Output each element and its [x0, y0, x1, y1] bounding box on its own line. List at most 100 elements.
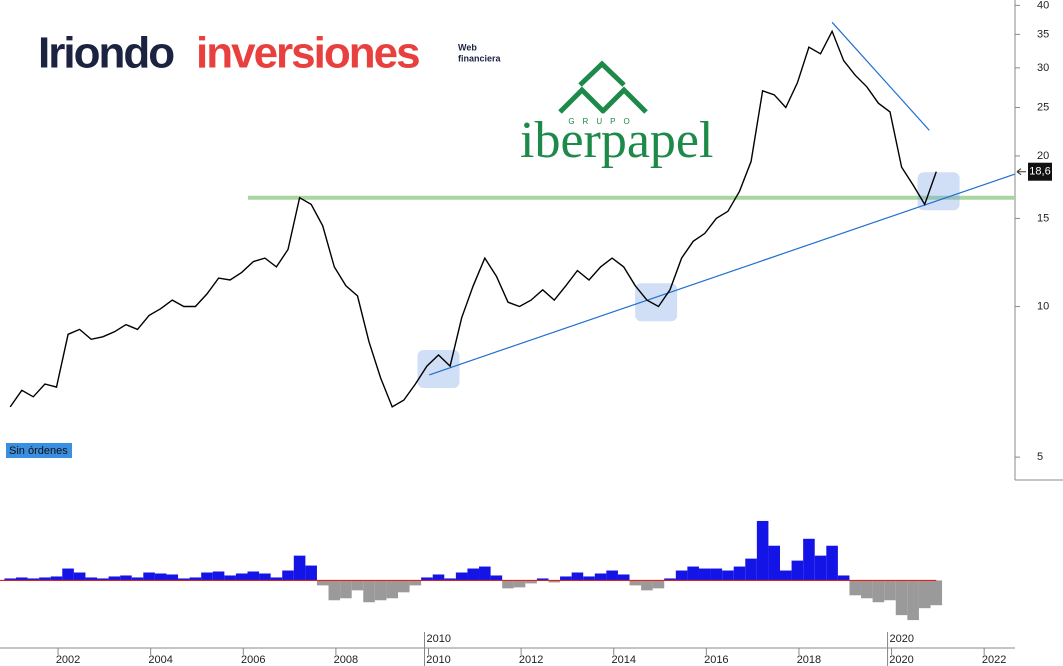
oscillator-bar	[235, 573, 248, 581]
oscillator-bar	[687, 566, 699, 581]
oscillator-bar	[120, 575, 132, 581]
oscillator-bar	[745, 558, 757, 581]
oscillator-bar	[386, 580, 398, 599]
oscillator-bar	[849, 580, 862, 596]
oscillator-bar	[722, 570, 734, 581]
oscillator-bar	[548, 580, 561, 583]
trendline	[831, 21, 930, 131]
oscillator-bar	[617, 574, 630, 581]
oscillator-bar	[212, 571, 225, 581]
status-label: Sin órdenes	[9, 445, 68, 457]
oscillator-bar	[571, 572, 584, 581]
tag-2: financiera	[458, 53, 502, 63]
status-box	[6, 443, 72, 458]
x-tick-label: 2014	[611, 654, 635, 666]
highlight-box	[417, 350, 460, 389]
oscillator-bar	[270, 577, 283, 581]
y-tick-label: 10	[1037, 300, 1049, 312]
y-tick-label: 35	[1037, 28, 1049, 40]
oscillator-bar	[664, 578, 676, 581]
y-tick-label: 30	[1037, 62, 1049, 74]
oscillator-bar	[698, 568, 711, 581]
oscillator-bar	[467, 568, 480, 581]
oscillator-bar	[525, 580, 537, 584]
y-tick-label: 15	[1037, 212, 1049, 224]
oscillator-bar	[131, 577, 144, 581]
oscillator-bar	[97, 578, 109, 581]
oscillator-bar	[768, 545, 781, 581]
oscillator-bar	[247, 571, 260, 581]
x-marker-label: 2020	[890, 633, 914, 645]
oscillator-bar	[15, 577, 28, 581]
oscillator-bar	[907, 580, 919, 621]
oscillator-bar	[328, 580, 341, 601]
highlight-box	[917, 172, 960, 211]
oscillator-bar	[502, 580, 514, 589]
oscillator-bar	[513, 580, 526, 588]
oscillator-bar	[409, 580, 422, 586]
oscillator-bar	[39, 577, 51, 581]
oscillator-bar	[479, 566, 491, 581]
oscillator-bar	[374, 580, 387, 601]
oscillator-bar	[73, 572, 86, 581]
oscillator-bar	[872, 580, 885, 603]
oscillator-bar	[791, 560, 804, 581]
oscillator-bar	[259, 573, 271, 581]
last-price-box	[1028, 162, 1052, 181]
oscillator-bar	[282, 570, 294, 581]
x-tick-label: 2012	[519, 654, 543, 666]
oscillator-bar	[652, 580, 665, 589]
oscillator-bar	[756, 520, 769, 581]
last-price-label: 18,6	[1029, 166, 1050, 178]
oscillator-bar	[201, 572, 213, 581]
brand-b: inversiones	[196, 29, 419, 78]
oscillator-bar	[884, 580, 896, 601]
tag-1: Web	[458, 42, 477, 52]
oscillator-bar	[606, 570, 618, 581]
oscillator-bar	[814, 555, 827, 581]
y-tick-label: 20	[1037, 150, 1049, 162]
oscillator-bar	[85, 577, 98, 581]
x-tick-label: 2010	[426, 654, 450, 666]
x-tick-label: 2006	[241, 654, 265, 666]
price-line	[9, 29, 937, 408]
oscillator-bar	[189, 577, 202, 581]
x-marker-label: 2010	[427, 633, 451, 645]
oscillator-bar	[455, 572, 468, 581]
oscillator-bar	[861, 580, 873, 599]
oscillator-bar	[305, 565, 317, 581]
oscillator-bar	[224, 575, 236, 581]
oscillator-bar	[316, 580, 329, 586]
x-tick-label: 2008	[334, 654, 358, 666]
brand-a: Iriondo	[38, 29, 174, 78]
x-tick-label: 2018	[797, 654, 821, 666]
oscillator-bar	[293, 555, 306, 581]
oscillator-bar	[780, 570, 792, 581]
oscillator-bar	[421, 577, 433, 581]
oscillator-bar	[837, 575, 850, 581]
oscillator-bar	[166, 574, 179, 581]
x-tick-label: 2020	[889, 654, 913, 666]
oscillator-bar	[27, 578, 40, 581]
oscillator-bar	[918, 580, 931, 609]
y-tick-label: 5	[1037, 451, 1043, 463]
oscillator-bar	[178, 578, 190, 581]
oscillator-bar	[560, 576, 572, 581]
oscillator-bar	[397, 580, 410, 593]
oscillator-bar	[895, 580, 908, 616]
oscillator-bar	[710, 568, 723, 581]
oscillator-bar	[351, 580, 364, 591]
oscillator-bar	[675, 570, 688, 581]
y-tick-label: 40	[1037, 0, 1049, 11]
oscillator-bar	[826, 545, 838, 581]
x-tick-label: 2004	[148, 654, 172, 666]
x-tick-label: 2016	[704, 654, 728, 666]
trendline	[429, 173, 1016, 376]
oscillator-bar	[143, 572, 155, 581]
oscillator-bar	[4, 578, 16, 581]
oscillator-bar	[62, 568, 74, 581]
group-label: GRUPO	[568, 117, 637, 126]
x-tick-label: 2002	[56, 654, 80, 666]
